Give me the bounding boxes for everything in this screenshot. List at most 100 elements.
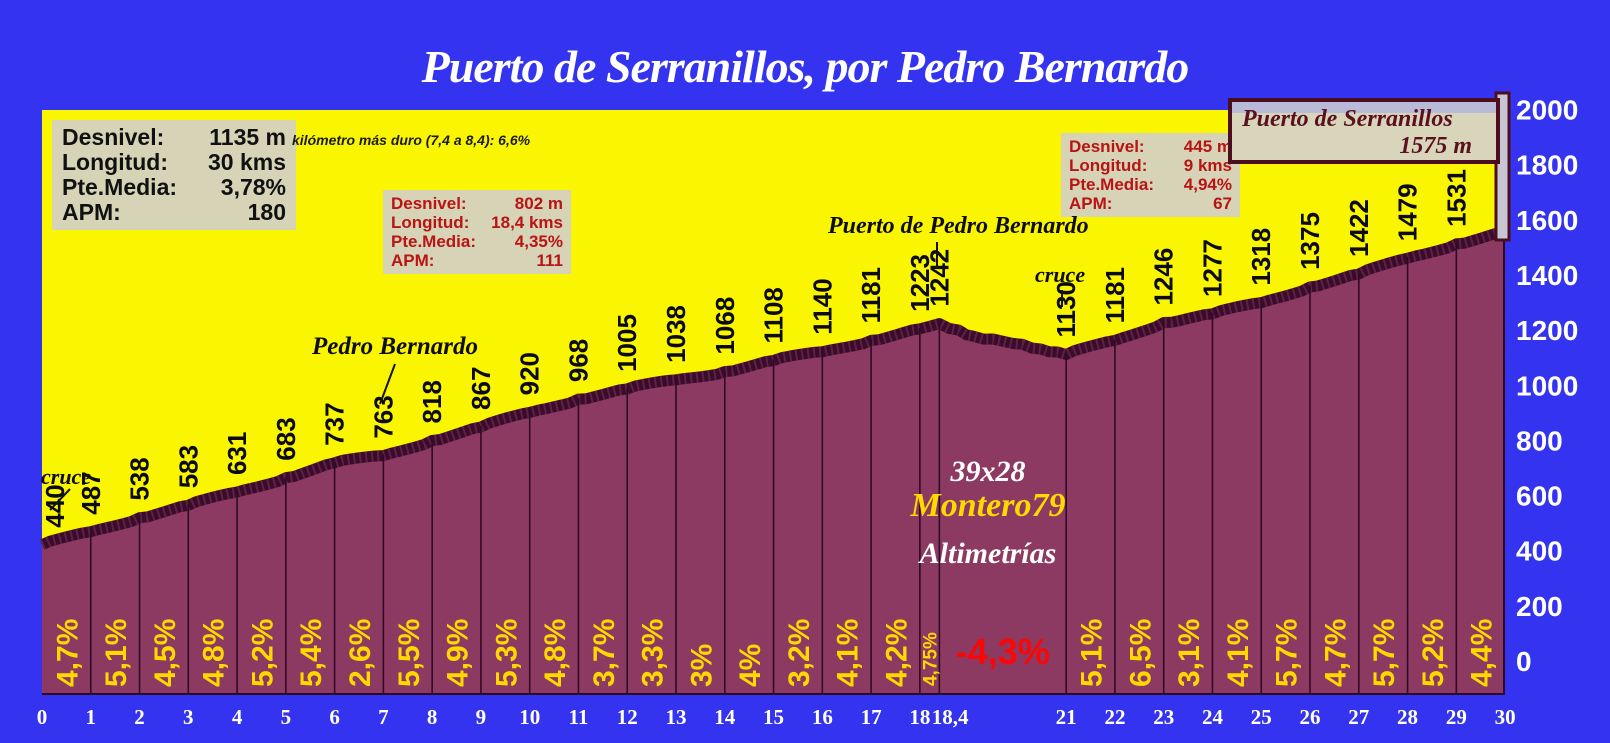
summit-box: Puerto de Serranillos 1575 m [1228,98,1500,164]
y-axis-tick: 400 [1516,536,1563,567]
x-axis-tick: 10 [519,705,540,729]
x-axis-tick: 29 [1446,705,1467,729]
info-row: APM: 67 [1069,194,1232,213]
hardest-km-note: kilómetro más duro (7,4 a 8,4): 6,6% [292,132,531,148]
gradient-label: 3,3% [637,619,670,687]
elevation-label: 1181 [1100,267,1130,323]
info-value: 1135 m [209,124,286,150]
annotation-cruce-right: cruce [1035,262,1086,287]
info-value: 111 [536,251,564,270]
info-label: APM: [391,251,435,270]
info-value: 445 m [1183,137,1232,156]
page-title: Puerto de Serranillos, por Pedro Bernard… [421,41,1190,92]
gradient-label: 3,1% [1173,619,1206,687]
elevation-label: 1223 [905,254,935,312]
info-value: 180 [247,199,286,225]
x-axis-tick: 21 [1056,705,1077,729]
y-axis-tick: 200 [1516,591,1563,622]
y-axis-tick: 1800 [1516,150,1578,181]
elevation-label: 1005 [612,314,642,372]
gradient-label: 4,8% [539,619,572,687]
info-value: 67 [1213,194,1232,213]
info-value: 9 kms [1183,156,1232,175]
gradient-label: 2,6% [344,619,377,687]
watermark-site: Altimetrías [919,537,1057,570]
info-row: Desnivel: 802 m [391,194,563,213]
x-axis-tick: 7 [378,705,389,729]
watermark: 39x28 Montero79 Altimetrías [858,455,1118,571]
info-row: Longitud: 30 kms [62,150,286,175]
profile-edge-band [39,226,1506,550]
elevation-label: 683 [271,417,301,460]
elevation-label: 1531 [1441,169,1471,227]
info-row: Pte.Media: 3,78% [62,175,286,200]
gradient-label: 4,7% [1319,619,1352,687]
info-value: 802 m [514,194,563,213]
elevation-label: 968 [563,339,593,382]
elevation-label: 1038 [661,305,691,363]
annotation-cruce-left: cruce [41,464,92,489]
info-value: 30 kms [207,149,286,175]
x-axis-tick: 8 [427,705,438,729]
summit-elevation: 1575 m [1399,133,1472,159]
gradient-label: 5,4% [295,619,328,687]
info-label: Desnivel: [1069,137,1145,156]
gradient-label: 5,1% [100,619,133,687]
gradient-label: 4,8% [198,619,231,687]
gradient-label: 4,1% [832,619,865,687]
info-value: 4,94% [1183,175,1232,194]
gradient-label: 4,5% [149,619,182,687]
elevation-label: 1277 [1197,239,1227,297]
info-row: Longitud: 18,4 kms [391,213,563,232]
elevation-label: 867 [466,367,496,410]
elevation-label: 1181 [856,267,886,323]
info-box-first-section: Desnivel: 802 m Longitud: 18,4 kms Pte.Media… [383,190,571,274]
x-axis-tick: 30 [1495,705,1516,729]
y-axis-tick: 0 [1516,646,1532,677]
gradient-label: 5,1% [1076,619,1109,687]
info-label: Desnivel: [391,194,467,213]
info-value: 18,4 kms [491,213,563,232]
x-axis-tick: 12 [617,705,638,729]
x-axis-tick: 11 [569,705,589,729]
x-axis-tick: 0 [37,705,48,729]
gradient-label: 5,7% [1368,619,1401,687]
elevation-label: 737 [320,402,350,445]
elevation-label: 1130 [1051,281,1081,337]
gradient-label: 5,5% [393,619,426,687]
info-label: Pte.Media: [1069,175,1155,194]
elevation-label: 1242 [924,249,954,307]
gradient-label: 4,7% [51,619,84,687]
gradient-label: 5,2% [1417,619,1450,687]
info-label: Pte.Media: [62,174,178,200]
gradient-label: 4,1% [1222,619,1255,687]
y-axis-tick: 1200 [1516,315,1578,346]
gradient-label: 6,5% [1124,619,1157,687]
info-label: Desnivel: [62,124,165,150]
elevation-label: 631 [222,432,252,475]
info-value: 4,35% [514,232,563,251]
elevation-label: 763 [368,395,398,438]
info-label: APM: [62,199,121,225]
info-value: 3,78% [220,174,286,200]
info-row: APM: 180 [62,200,286,225]
x-axis-tick: 13 [666,705,687,729]
gradient-label: 4,4% [1466,619,1499,687]
info-row: APM: 111 [391,251,563,270]
annotation-line [49,488,71,511]
x-axis-tick: 18 [909,705,930,729]
elevation-label: 1246 [1149,248,1179,306]
info-label: Longitud: [391,213,470,232]
x-axis-tick: 3 [183,705,194,729]
x-axis-tick: 9 [476,705,487,729]
elevation-label: 1140 [807,278,837,334]
gradient-label: 3% [685,644,718,687]
elevation-label: 1068 [710,297,740,355]
info-label: Longitud: [1069,156,1148,175]
x-axis-tick: 2 [134,705,145,729]
annotation-pedro-bernardo: Pedro Bernardo [312,333,478,360]
info-label: Pte.Media: [391,232,477,251]
x-axis-tick: 27 [1348,705,1369,729]
